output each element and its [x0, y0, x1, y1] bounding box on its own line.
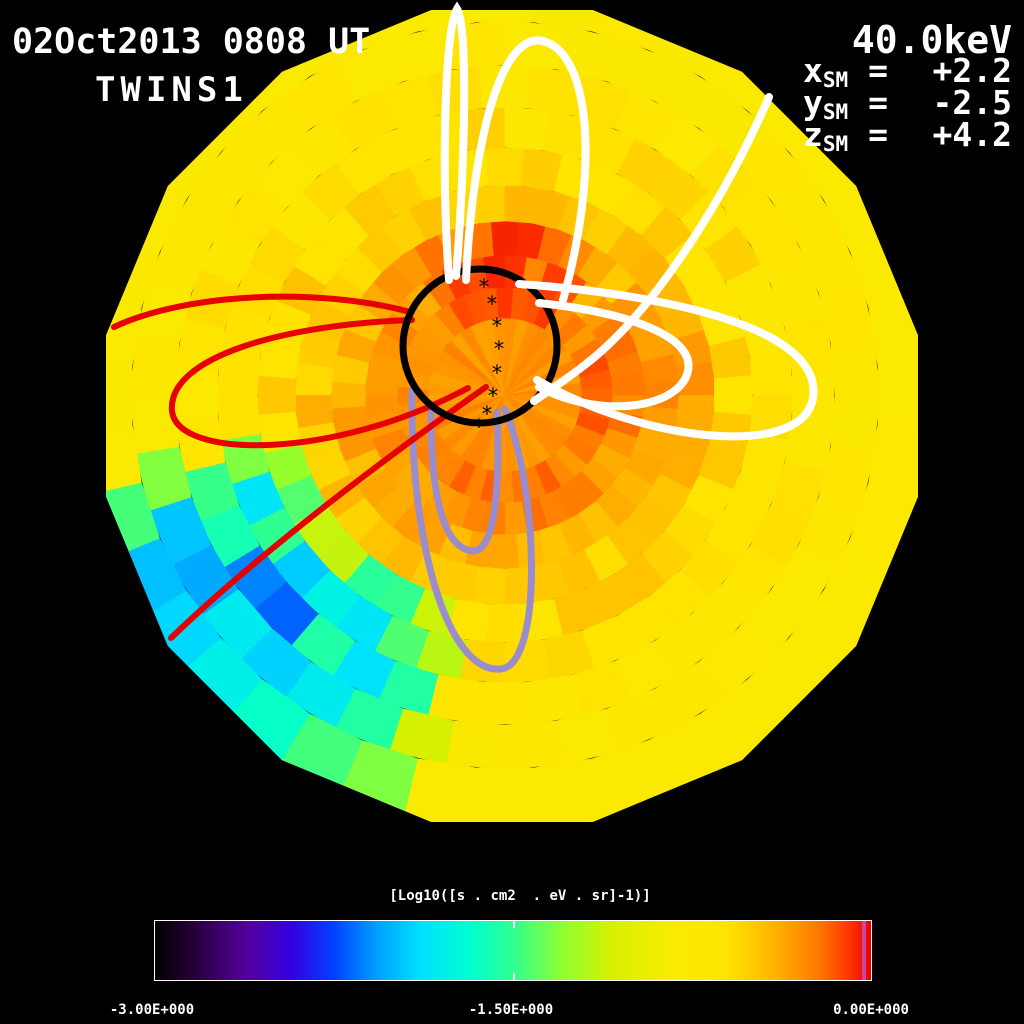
ena-flux-cell	[257, 375, 296, 415]
field-line	[168, 384, 489, 641]
ena-flux-cell	[331, 380, 366, 410]
colorbar-mid-tick	[513, 973, 515, 980]
coord-z-value: +4.2	[932, 115, 1012, 154]
ena-flux-cell	[106, 359, 133, 431]
colorbar-saturation-marker	[862, 921, 867, 980]
coord-x-sub: SM	[822, 68, 849, 92]
coord-z-sub: SM	[822, 132, 849, 156]
ena-flux-cell	[478, 681, 532, 725]
ena-flux-cell	[877, 359, 918, 431]
ena-flux-cell	[175, 368, 219, 422]
dipole-marker-asterisk: *	[473, 415, 486, 439]
dipole-axis-markers: ********	[473, 275, 506, 439]
ena-flux-cell	[130, 336, 180, 396]
dipole-marker-asterisk: *	[481, 402, 494, 426]
coord-z-base: z	[802, 115, 823, 154]
field-line	[111, 293, 413, 330]
colorbar-tick-max: 0.00E+000	[833, 1002, 909, 1018]
field-line	[462, 36, 590, 304]
coord-x-eq: =	[868, 51, 888, 90]
ena-flux-cell	[490, 221, 520, 256]
field-line	[535, 299, 693, 411]
earth-limb-circle	[399, 265, 561, 427]
ena-flux-cell	[469, 10, 541, 23]
coord-z-eq: =	[868, 115, 888, 154]
coord-ysm: y SM = -2.5	[802, 83, 1012, 123]
field-line	[515, 280, 818, 441]
dipole-marker-asterisk: *	[478, 275, 491, 299]
field-line	[427, 400, 502, 555]
dipole-marker-asterisk: *	[491, 361, 504, 385]
field-lines-white	[440, 1, 818, 441]
coord-y-base: y	[802, 83, 823, 122]
ena-flux-cell	[714, 375, 753, 415]
ena-flux-cell	[868, 423, 918, 500]
ena-flux-cell	[216, 394, 261, 441]
energy-label: 40.0keV	[851, 18, 1012, 62]
ena-flux-cell	[294, 394, 334, 429]
ena-flux-cell	[485, 147, 525, 186]
field-lines-purple	[408, 386, 535, 673]
coord-y-value: -2.5	[932, 83, 1012, 122]
dipole-marker-asterisk: *	[493, 337, 506, 361]
dipole-marker-asterisk: *	[491, 314, 504, 338]
ena-flux-cell	[830, 336, 880, 396]
coord-y-eq: =	[868, 83, 888, 122]
ena-flux-cell	[106, 423, 142, 500]
colorbar-tick-min: -3.00E+000	[109, 1002, 195, 1018]
dipole-marker-asterisk: *	[487, 384, 500, 408]
coord-y-sub: SM	[822, 100, 849, 124]
field-line	[168, 317, 471, 449]
ena-flux-cell	[446, 720, 506, 770]
ena-flux-cell	[533, 10, 610, 32]
coord-zsm: z SM = +4.2	[802, 115, 1012, 155]
ena-flux-cell	[749, 349, 794, 396]
colorbar-gradient	[155, 921, 871, 980]
ena-flux-cell	[504, 106, 551, 151]
coord-x-base: x	[802, 51, 823, 90]
colorbar-units-label: [Log10([s . cm2 . eV . sr]-1)]	[389, 888, 651, 904]
instrument-label: TWINS1	[95, 70, 248, 110]
dipole-marker-asterisk: *	[486, 292, 499, 316]
colorbar-tick-mid: -1.50E+000	[468, 1002, 554, 1018]
field-line	[440, 1, 469, 284]
ena-flux-cell	[504, 720, 564, 770]
colorbar	[154, 920, 872, 981]
coord-x-value: +2.2	[932, 51, 1012, 90]
ena-flux-cell	[490, 534, 520, 569]
ena-flux-cell	[533, 758, 610, 822]
colorbar-mid-tick	[513, 921, 515, 928]
ena-flux-cell	[469, 767, 541, 822]
ena-flux-cell	[830, 394, 880, 454]
ena-flux-cell	[106, 290, 142, 367]
coord-xsm: x SM = +2.2	[802, 51, 1012, 91]
ena-flux-cell	[485, 604, 525, 643]
field-line	[408, 386, 535, 673]
timestamp-label: 02Oct2013 0808 UT	[12, 22, 371, 62]
field-lines-red	[111, 293, 489, 641]
